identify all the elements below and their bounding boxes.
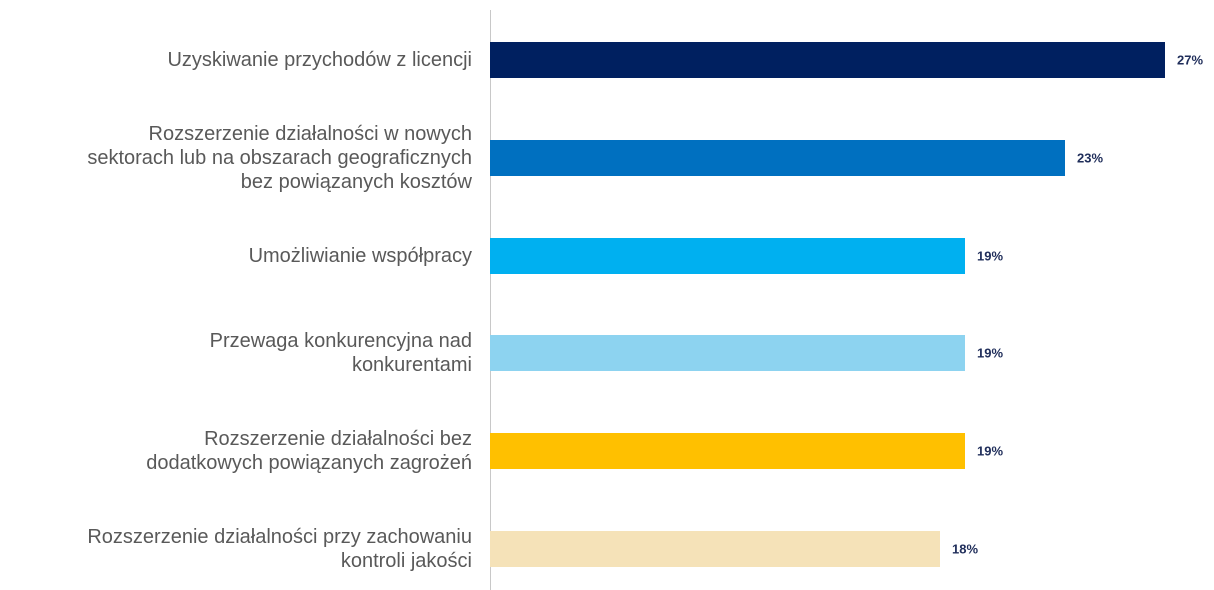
- axis-line: [490, 10, 491, 590]
- data-label: 18%: [952, 541, 979, 557]
- data-label: 19%: [977, 345, 1004, 361]
- data-label: 23%: [1077, 150, 1104, 166]
- category-label: Rozszerzenie działalności przy zachowani…: [87, 526, 472, 572]
- category-label: Umożliwianie współpracy: [248, 244, 472, 267]
- category-label: Rozszerzenie działalności bez dodatkowyc…: [146, 428, 472, 475]
- bar: [490, 531, 940, 567]
- data-label: 19%: [977, 443, 1004, 459]
- bar: [490, 139, 1065, 176]
- category-label: Rozszerzenie działalności w nowych sekto…: [87, 122, 472, 193]
- data-label: 27%: [1177, 52, 1204, 68]
- category-label: Uzyskiwanie przychodów z licencji: [167, 49, 472, 71]
- bar: [490, 237, 965, 274]
- bar: [490, 42, 1165, 78]
- category-label: Przewaga konkurencyjna nad konkurentami: [209, 330, 472, 377]
- bar: [490, 433, 965, 470]
- bar: [490, 335, 965, 372]
- data-label: 19%: [977, 248, 1004, 264]
